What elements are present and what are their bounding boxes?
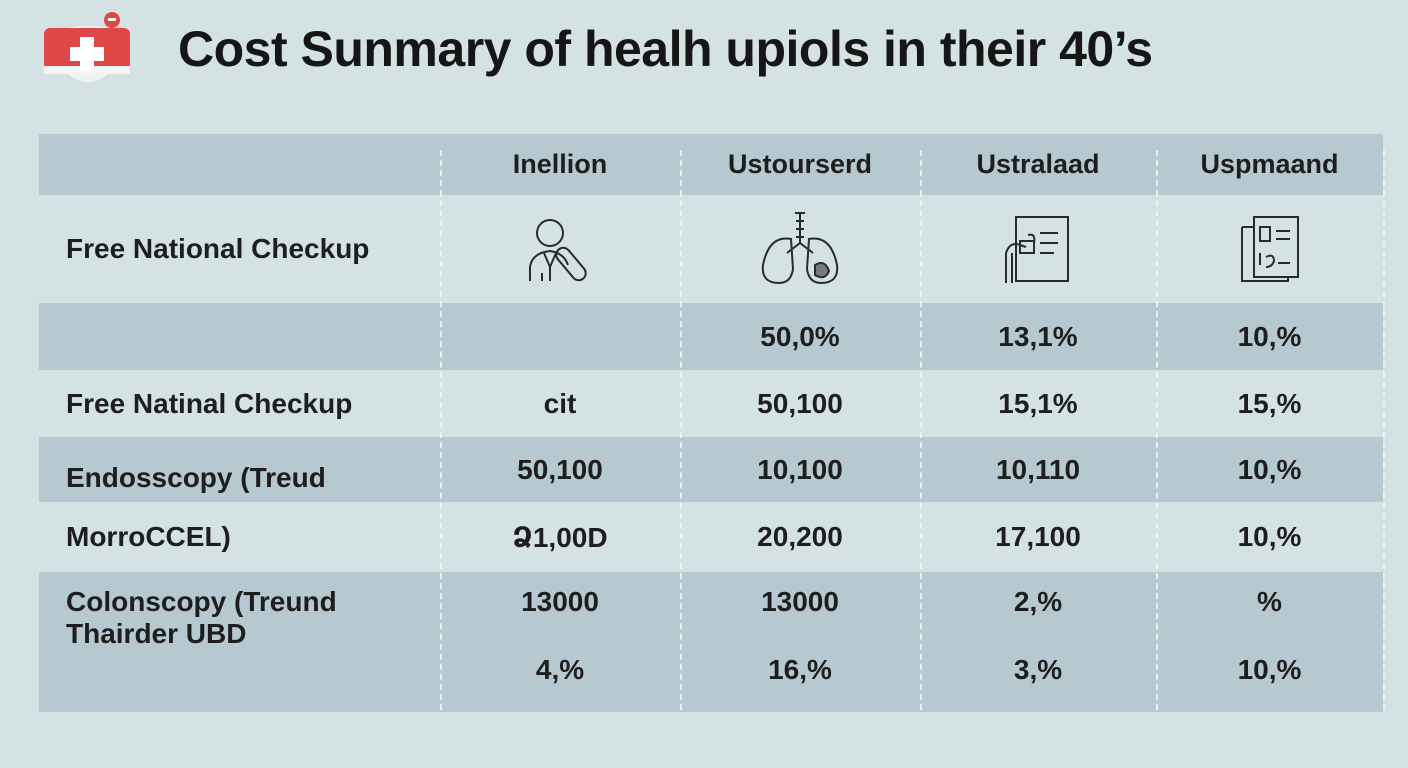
table-cell: 3,% [1013,654,1063,685]
column-header: Uspmaand [1200,149,1339,179]
table-cell-group: 13000 4,% [440,572,680,712]
row-label-group: Colonscopy (Treund Thairder UBD [39,572,440,712]
table-cell: 50,0% [760,320,840,352]
table-cell: 15,% [1237,387,1302,419]
table-cell: 10,100 [757,453,843,485]
document-icon [1156,195,1383,303]
table-row: MorroCCEL) Ձ1,00D 20,200 17,100 10,% [39,502,1383,572]
table-cell: 20,200 [757,521,843,552]
table-cell: 4,% [535,654,585,685]
doctor-icon [440,195,680,303]
table-cell [440,303,680,370]
first-aid-kit-icon [40,10,136,96]
table-cell: 10,110 [995,453,1081,485]
row-label [39,303,440,370]
table-cell: 16,% [768,654,832,685]
row-label: Thairder UBD [66,618,247,649]
table-cell: 50,100 [517,453,603,485]
table-cell-group: 2,% 3,% [920,572,1156,712]
column-header: Ustralaad [976,149,1100,179]
table-cell: 10,% [1237,521,1302,552]
column-divider [440,150,442,710]
row-label: MorroCCEL) [66,521,231,552]
table-cell: 13000 [521,586,599,617]
column-divider [1156,150,1158,710]
row-label: Free Natinal Checkup [66,387,353,419]
row-label: Free National Checkup [66,233,370,264]
row-label: Endosscopy (Treud [66,461,326,493]
column-header-blank [39,134,440,195]
column-header: Ustourserd [727,149,873,179]
table-cell: 10,% [1237,654,1302,685]
column-divider [680,150,682,710]
table-row: 50,0% 13,1% 10,% [39,303,1383,370]
column-divider [1383,150,1385,710]
lungs-icon [680,195,920,303]
page-title: Cost Sunmary of healh upiols in their 40… [178,21,1153,77]
table-cell: 10,% [1237,320,1302,352]
table-cell: 10,% [1237,453,1302,485]
table-cell: 15,1% [998,387,1078,419]
table-cell: 50,100 [757,387,843,419]
row-label: Colonscopy (Treund [66,586,337,617]
table-cell: 2,% [1013,586,1063,617]
column-divider [920,150,922,710]
header: Cost Sunmary of healh upiols in their 40… [0,0,1408,110]
table-cell: cit [543,387,577,419]
icon-row: Free National Checkup [39,195,1383,303]
table-row-group: Colonscopy (Treund Thairder UBD 13000 4,… [39,572,1383,712]
table-cell: 17,100 [995,521,1081,552]
table-row: Free Natinal Checkup cit 50,100 15,1% 15… [39,370,1383,437]
table-row: Endosscopy (Treud 50,100 10,100 10,110 1… [39,437,1383,502]
table-cell: 13000 [761,586,839,617]
table-cell: 13,1% [998,320,1078,352]
table-cell-group: % 10,% [1156,572,1383,712]
table-header-row: Inellion Ustourserd Ustralaad Uspmaand [39,134,1383,195]
column-header: Inellion [512,149,608,179]
table-cell-group: 13000 16,% [680,572,920,712]
table-cell: % [1257,586,1282,617]
table-cell: Ձ1,00D [512,521,608,553]
medical-chart-icon [920,195,1156,303]
